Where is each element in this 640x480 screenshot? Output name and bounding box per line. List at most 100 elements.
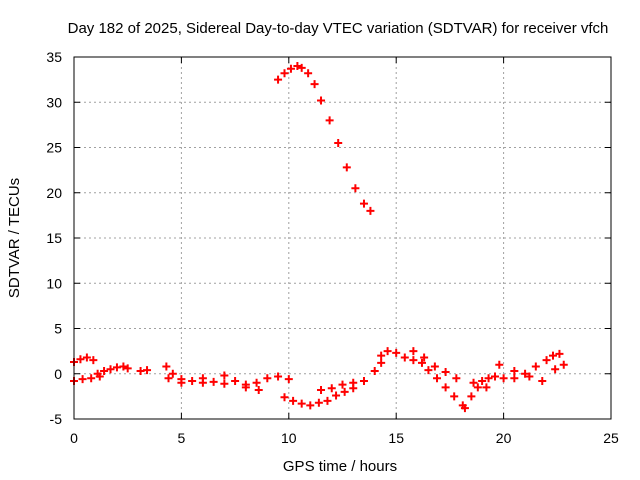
data-point — [460, 404, 469, 413]
data-point — [198, 374, 207, 383]
data-point — [274, 75, 283, 84]
data-point — [78, 375, 87, 384]
data-point — [325, 116, 334, 125]
data-point — [559, 360, 568, 369]
data-point — [478, 376, 487, 385]
data-point — [317, 386, 326, 395]
data-point — [220, 379, 229, 388]
series-afternoon-hump — [377, 347, 467, 410]
data-point — [452, 374, 461, 383]
data-point — [359, 199, 368, 208]
data-point — [100, 367, 109, 376]
data-point — [370, 367, 379, 376]
data-point — [304, 69, 313, 78]
data-point — [327, 384, 336, 393]
data-point — [123, 364, 132, 373]
data-point — [521, 369, 530, 378]
data-point — [349, 378, 358, 387]
data-point — [162, 362, 171, 371]
series-evening-cluster — [460, 349, 568, 413]
series-early-morning-arcs — [70, 353, 152, 385]
data-point — [551, 365, 560, 374]
data-point — [314, 398, 323, 407]
series-satellite-arc-high — [274, 62, 375, 215]
data-point — [286, 64, 295, 73]
y-tick-label: 5 — [54, 321, 62, 337]
data-point — [510, 374, 519, 383]
data-point — [263, 374, 272, 383]
data-point — [499, 374, 508, 383]
data-point — [542, 356, 551, 365]
data-point — [119, 362, 128, 371]
data-point — [289, 396, 298, 405]
data-point — [555, 349, 564, 358]
data-point — [340, 387, 349, 396]
data-point — [383, 347, 392, 356]
data-point — [338, 380, 347, 389]
data-point — [495, 360, 504, 369]
data-points — [70, 62, 568, 413]
x-tick-label: 0 — [70, 430, 78, 446]
data-point — [76, 355, 85, 364]
data-point — [392, 348, 401, 357]
data-point — [510, 367, 519, 376]
data-point — [441, 383, 450, 392]
data-point — [482, 383, 491, 392]
data-point — [400, 353, 409, 362]
data-point — [377, 351, 386, 360]
y-tick-label: -5 — [50, 411, 63, 427]
y-tick-label: 25 — [46, 140, 62, 156]
data-point — [359, 376, 368, 385]
y-tick-label: 30 — [46, 94, 62, 110]
y-tick-label: 20 — [46, 185, 62, 201]
x-axis-label: GPS time / hours — [283, 458, 397, 475]
data-point — [430, 362, 439, 371]
data-point — [220, 371, 229, 380]
data-point — [377, 358, 386, 367]
data-point — [254, 386, 263, 395]
data-point — [351, 184, 360, 193]
tick-labels: 0 5 10 15 20 25 -5 0 5 10 15 20 25 30 35 — [46, 49, 619, 446]
data-point — [274, 372, 283, 381]
data-point — [188, 376, 197, 385]
data-point — [231, 376, 240, 385]
data-point — [297, 399, 306, 408]
data-point — [280, 393, 289, 402]
data-point — [87, 374, 96, 383]
data-point — [143, 366, 152, 375]
data-point — [297, 63, 306, 72]
x-tick-label: 5 — [178, 430, 186, 446]
data-point — [106, 365, 115, 374]
x-tick-label: 20 — [496, 430, 512, 446]
series-midday-dip — [280, 358, 386, 410]
data-point — [334, 138, 343, 147]
y-axis-label: SDTVAR / TECUs — [6, 178, 23, 298]
x-tick-label: 10 — [281, 430, 297, 446]
data-point — [417, 358, 426, 367]
data-point — [473, 383, 482, 392]
data-point — [252, 378, 261, 387]
data-point — [409, 347, 418, 356]
data-point — [241, 383, 250, 392]
data-point — [525, 372, 534, 381]
data-point — [177, 378, 186, 387]
data-point — [433, 374, 442, 383]
data-point — [209, 377, 218, 386]
series-morning-band — [162, 362, 293, 395]
data-point — [484, 374, 493, 383]
data-point — [284, 375, 293, 384]
y-tick-label: 0 — [54, 366, 62, 382]
data-point — [491, 372, 500, 381]
data-point — [310, 80, 319, 89]
data-point — [342, 163, 351, 172]
data-point — [317, 96, 326, 105]
y-tick-label: 15 — [46, 230, 62, 246]
x-tick-label: 15 — [388, 430, 404, 446]
axis-ticks — [73, 56, 612, 420]
data-point — [89, 356, 98, 365]
data-point — [366, 206, 375, 215]
data-point — [280, 69, 289, 78]
data-point — [332, 391, 341, 400]
data-point — [467, 392, 476, 401]
